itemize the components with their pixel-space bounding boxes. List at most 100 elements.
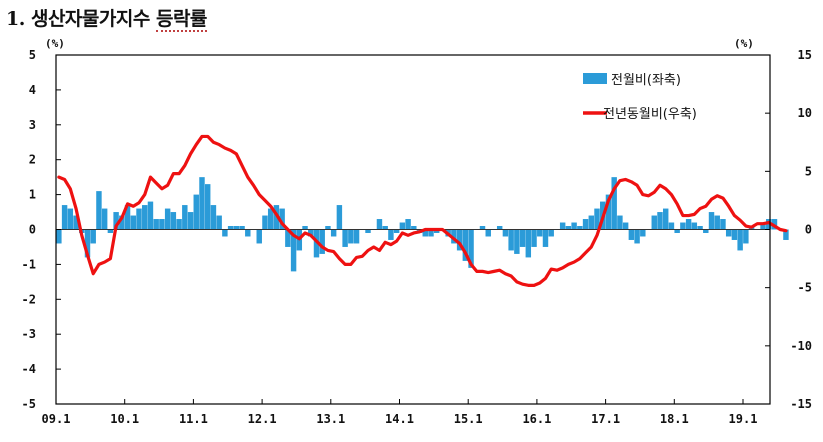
bar	[147, 201, 154, 230]
bar	[222, 229, 228, 237]
bar	[227, 226, 234, 230]
x-tick-label: 11.1	[179, 412, 208, 426]
bar	[216, 215, 222, 230]
bar	[640, 229, 646, 237]
bar	[760, 222, 766, 230]
left-tick-label: 3	[29, 118, 36, 132]
left-tick-label: 4	[29, 83, 36, 97]
bar	[262, 215, 268, 230]
legend: 전월비(좌축) 전년동월비(우축)	[583, 73, 697, 122]
x-tick-label: 14.1	[385, 412, 414, 426]
bar	[124, 205, 131, 230]
left-tick-label: 0	[29, 223, 36, 237]
bar-series-monthly	[56, 177, 789, 272]
bar	[703, 229, 709, 233]
bar	[90, 229, 96, 244]
bar	[187, 212, 194, 230]
bar	[199, 177, 205, 230]
bar	[239, 226, 245, 230]
bar	[130, 215, 137, 230]
bar	[479, 226, 486, 230]
bar	[107, 229, 114, 233]
bar	[456, 229, 463, 251]
bar	[119, 215, 125, 230]
bar	[531, 229, 537, 247]
x-tick-label: 19.1	[729, 412, 758, 426]
bar	[548, 229, 554, 237]
bar	[342, 229, 348, 247]
bar	[433, 229, 440, 233]
left-tick-label: 2	[29, 153, 36, 167]
bar	[582, 219, 589, 230]
bar	[61, 205, 68, 230]
bar	[336, 205, 343, 230]
right-tick-label: -15	[790, 397, 812, 411]
bar	[290, 229, 297, 272]
bar	[56, 229, 62, 244]
bar	[565, 226, 572, 230]
bar	[680, 222, 686, 230]
bar	[617, 215, 623, 230]
bar	[267, 208, 274, 230]
bar	[96, 191, 102, 230]
right-tick-label: -10	[790, 339, 812, 353]
bar	[668, 222, 675, 230]
series-line	[57, 134, 788, 287]
bar	[685, 219, 692, 230]
bar	[405, 219, 411, 230]
bar	[662, 208, 669, 230]
left-axis: -5 -4 -3 -2 -1 0 1 2 3 4 5	[22, 48, 61, 411]
bar	[153, 219, 159, 230]
left-tick-label: -4	[22, 362, 36, 376]
right-axis-unit: (%)	[734, 37, 754, 50]
bar	[622, 222, 629, 230]
bar	[176, 219, 182, 230]
bar	[628, 229, 635, 240]
bar	[308, 229, 314, 237]
bar	[330, 229, 337, 237]
x-tick-label: 18.1	[660, 412, 689, 426]
left-tick-label: -2	[22, 292, 36, 306]
legend-label-line: 전년동월비(우축)	[603, 107, 697, 122]
bar	[657, 212, 663, 230]
bar	[731, 229, 738, 240]
bar	[508, 229, 514, 251]
bar	[588, 215, 595, 230]
bar	[313, 229, 320, 258]
bar	[542, 229, 549, 247]
bar	[159, 219, 165, 230]
bar	[714, 215, 720, 230]
x-axis: 09.1 10.1 11.1 12.1 13.1 14.1 15.1 16.1 17.1 18.1…	[42, 399, 758, 426]
bar	[319, 229, 325, 254]
x-tick-label: 13.1	[316, 412, 345, 426]
bar	[651, 215, 657, 230]
bar	[136, 208, 142, 230]
left-tick-label: -3	[22, 327, 36, 341]
bar	[720, 219, 726, 230]
bar	[411, 226, 417, 230]
bar	[182, 205, 188, 230]
bar	[468, 229, 474, 268]
x-tick-label: 17.1	[591, 412, 620, 426]
bar	[325, 226, 331, 230]
bar	[204, 184, 211, 230]
bar	[605, 194, 612, 230]
bar	[559, 222, 566, 230]
bar	[485, 229, 491, 237]
x-tick-label: 10.1	[110, 412, 139, 426]
bar	[725, 229, 732, 237]
bar	[73, 215, 79, 230]
bar	[113, 212, 119, 230]
bar	[399, 222, 406, 230]
bar	[594, 208, 600, 230]
bar	[514, 229, 520, 254]
bar	[422, 229, 428, 237]
bar	[451, 229, 457, 244]
right-tick-label: 5	[805, 164, 812, 178]
x-tick-label: 09.1	[42, 412, 71, 426]
bar	[393, 229, 400, 233]
bar	[348, 229, 354, 244]
bar	[743, 229, 749, 244]
right-tick-label: 10	[798, 106, 812, 120]
